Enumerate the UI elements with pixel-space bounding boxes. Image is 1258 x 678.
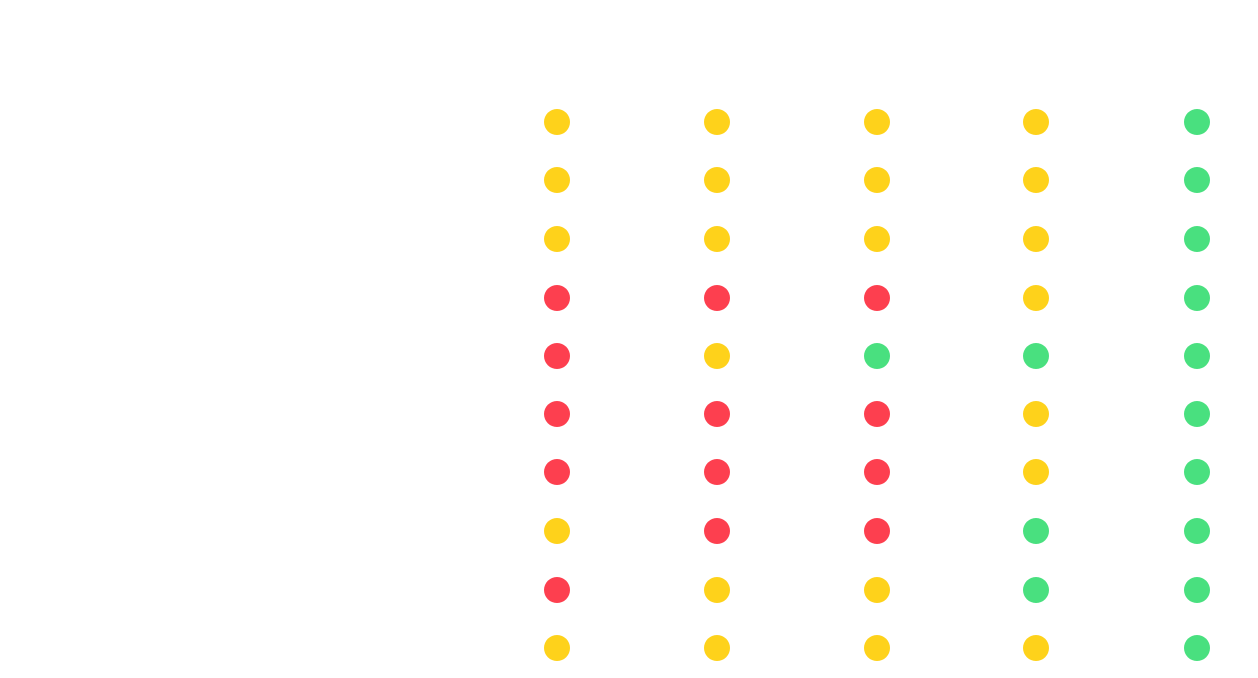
status-dot-green-row-9-col-5: [1184, 577, 1210, 603]
status-dot-yellow-row-9-col-2: [704, 577, 730, 603]
status-dot-green-row-2-col-5: [1184, 167, 1210, 193]
status-dot-green-row-10-col-5: [1184, 635, 1210, 661]
status-dot-yellow-row-6-col-4: [1023, 401, 1049, 427]
status-dot-red-row-4-col-3: [864, 285, 890, 311]
status-dot-red-row-6-col-3: [864, 401, 890, 427]
status-dot-red-row-8-col-2: [704, 518, 730, 544]
status-dot-red-row-4-col-2: [704, 285, 730, 311]
status-dot-yellow-row-2-col-4: [1023, 167, 1049, 193]
status-dot-green-row-8-col-4: [1023, 518, 1049, 544]
status-dot-yellow-row-7-col-4: [1023, 459, 1049, 485]
status-dot-red-row-7-col-2: [704, 459, 730, 485]
status-dot-green-row-5-col-5: [1184, 343, 1210, 369]
status-dot-yellow-row-2-col-2: [704, 167, 730, 193]
status-dot-yellow-row-3-col-4: [1023, 226, 1049, 252]
status-dot-green-row-9-col-4: [1023, 577, 1049, 603]
status-dot-red-row-6-col-2: [704, 401, 730, 427]
status-dot-yellow-row-3-col-2: [704, 226, 730, 252]
status-dot-yellow-row-10-col-2: [704, 635, 730, 661]
status-dot-yellow-row-2-col-3: [864, 167, 890, 193]
status-dot-yellow-row-10-col-3: [864, 635, 890, 661]
status-dot-green-row-5-col-4: [1023, 343, 1049, 369]
status-dot-yellow-row-1-col-4: [1023, 109, 1049, 135]
status-dot-green-row-4-col-5: [1184, 285, 1210, 311]
status-dot-red-row-7-col-1: [544, 459, 570, 485]
status-dot-yellow-row-9-col-3: [864, 577, 890, 603]
status-dot-yellow-row-2-col-1: [544, 167, 570, 193]
status-dot-yellow-row-10-col-4: [1023, 635, 1049, 661]
status-dot-yellow-row-5-col-2: [704, 343, 730, 369]
status-dot-green-row-3-col-5: [1184, 226, 1210, 252]
status-dot-yellow-row-3-col-1: [544, 226, 570, 252]
status-dot-yellow-row-1-col-1: [544, 109, 570, 135]
status-dot-green-row-1-col-5: [1184, 109, 1210, 135]
status-dot-green-row-8-col-5: [1184, 518, 1210, 544]
status-dot-yellow-row-4-col-4: [1023, 285, 1049, 311]
status-dot-green-row-6-col-5: [1184, 401, 1210, 427]
status-dot-red-row-4-col-1: [544, 285, 570, 311]
status-dot-green-row-5-col-3: [864, 343, 890, 369]
status-dot-red-row-5-col-1: [544, 343, 570, 369]
status-dot-green-row-7-col-5: [1184, 459, 1210, 485]
status-dot-red-row-6-col-1: [544, 401, 570, 427]
status-dot-yellow-row-1-col-3: [864, 109, 890, 135]
status-dot-yellow-row-8-col-1: [544, 518, 570, 544]
status-dot-red-row-8-col-3: [864, 518, 890, 544]
status-dot-red-row-7-col-3: [864, 459, 890, 485]
status-dot-yellow-row-1-col-2: [704, 109, 730, 135]
status-dot-red-row-9-col-1: [544, 577, 570, 603]
status-dot-yellow-row-10-col-1: [544, 635, 570, 661]
status-dot-yellow-row-3-col-3: [864, 226, 890, 252]
